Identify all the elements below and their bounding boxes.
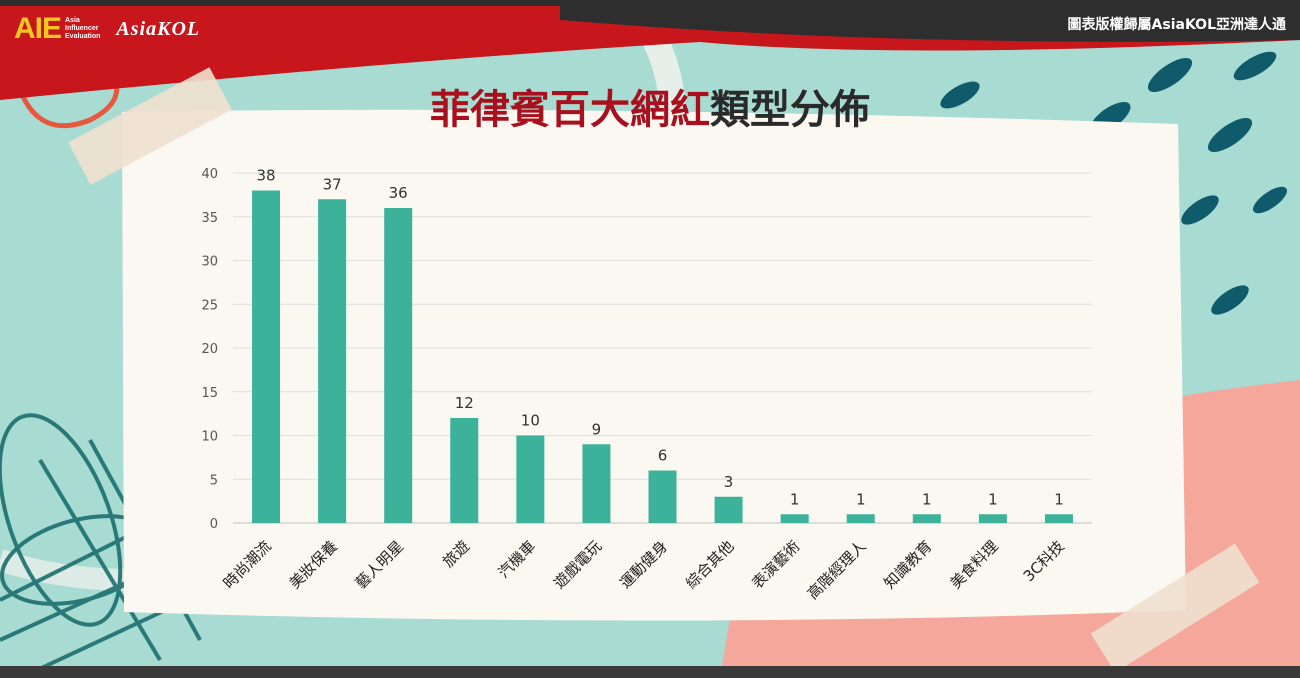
y-tick-label: 5 bbox=[210, 473, 218, 488]
chart-title-red: 菲律賓百大網紅 bbox=[430, 86, 710, 133]
x-tick-label: 運動健身 bbox=[616, 537, 671, 592]
copyright-credit: 圖表版權歸屬AsiaKOL亞洲達人通 bbox=[1067, 17, 1286, 33]
bar-value-label: 10 bbox=[521, 412, 540, 430]
x-tick-label: 時尚潮流 bbox=[220, 537, 275, 592]
x-tick-label: 旅遊 bbox=[439, 537, 473, 571]
bar bbox=[780, 514, 809, 523]
x-tick-label: 3C科技 bbox=[1020, 537, 1068, 585]
x-tick-label: 知識教育 bbox=[880, 537, 935, 592]
y-tick-label: 10 bbox=[201, 430, 218, 445]
bar bbox=[1044, 514, 1073, 523]
bar-value-label: 1 bbox=[856, 490, 866, 508]
bar bbox=[582, 444, 611, 523]
y-tick-label: 40 bbox=[201, 167, 218, 182]
x-tick-label: 表演藝術 bbox=[748, 537, 803, 592]
y-tick-label: 15 bbox=[201, 386, 218, 401]
y-tick-label: 25 bbox=[201, 298, 218, 313]
bar-value-label: 1 bbox=[1054, 490, 1064, 508]
bar bbox=[714, 496, 743, 523]
y-tick-label: 0 bbox=[210, 517, 218, 532]
x-tick-label: 藝人明星 bbox=[352, 537, 407, 592]
chart-title-dark: 類型分佈 bbox=[710, 86, 870, 133]
x-tick-label: 美食料理 bbox=[947, 537, 1002, 592]
bar bbox=[450, 418, 479, 523]
bars bbox=[252, 190, 1073, 523]
bar-value-label: 9 bbox=[592, 420, 602, 438]
brand-logo: AIE Asia Influencer Evaluation AsiaKOL bbox=[14, 14, 200, 44]
bar bbox=[912, 514, 941, 523]
bar-value-label: 1 bbox=[922, 490, 932, 508]
y-tick-label: 35 bbox=[201, 211, 218, 226]
bar-value-label: 1 bbox=[988, 490, 998, 508]
chart-title: 菲律賓百大網紅類型分佈 bbox=[0, 82, 1300, 138]
bar-value-label: 12 bbox=[455, 394, 474, 412]
x-tick-label: 汽機車 bbox=[495, 537, 540, 582]
aie-logo-subtitle: Asia Influencer Evaluation bbox=[65, 17, 101, 40]
x-tick-label: 高階經理人 bbox=[804, 537, 870, 603]
bar bbox=[318, 199, 347, 523]
bar bbox=[846, 514, 875, 523]
y-tick-label: 30 bbox=[201, 255, 218, 270]
bar bbox=[648, 470, 677, 523]
bar-value-label: 1 bbox=[790, 490, 800, 508]
grid-lines bbox=[233, 172, 1092, 524]
bar bbox=[252, 190, 281, 523]
x-tick-label: 遊戲電玩 bbox=[550, 537, 605, 592]
bar-value-label: 37 bbox=[323, 175, 342, 193]
asiakol-logo: AsiaKOL bbox=[116, 17, 201, 40]
bar-value-label: 36 bbox=[389, 184, 408, 202]
x-axis: 時尚潮流 美妝保養 藝人明星 旅遊 汽機車 遊戲電玩 運動健身 綜合其他 表演藝術 高階經理人 知識… bbox=[220, 537, 1068, 603]
bar bbox=[978, 514, 1007, 523]
data-labels: 38 37 36 12 10 9 6 3 1 1 1 1 1 bbox=[256, 167, 1063, 509]
aie-logo: AIE bbox=[14, 12, 62, 45]
bar bbox=[384, 208, 413, 523]
bar-value-label: 38 bbox=[256, 167, 275, 185]
bar-value-label: 3 bbox=[724, 473, 734, 491]
y-tick-label: 20 bbox=[201, 342, 218, 357]
x-tick-label: 綜合其他 bbox=[682, 537, 737, 592]
x-tick-label: 美妝保養 bbox=[286, 537, 341, 592]
y-axis: 0 5 10 15 20 25 30 35 40 bbox=[201, 167, 218, 532]
bar-value-label: 6 bbox=[658, 447, 668, 465]
bar bbox=[516, 435, 545, 523]
